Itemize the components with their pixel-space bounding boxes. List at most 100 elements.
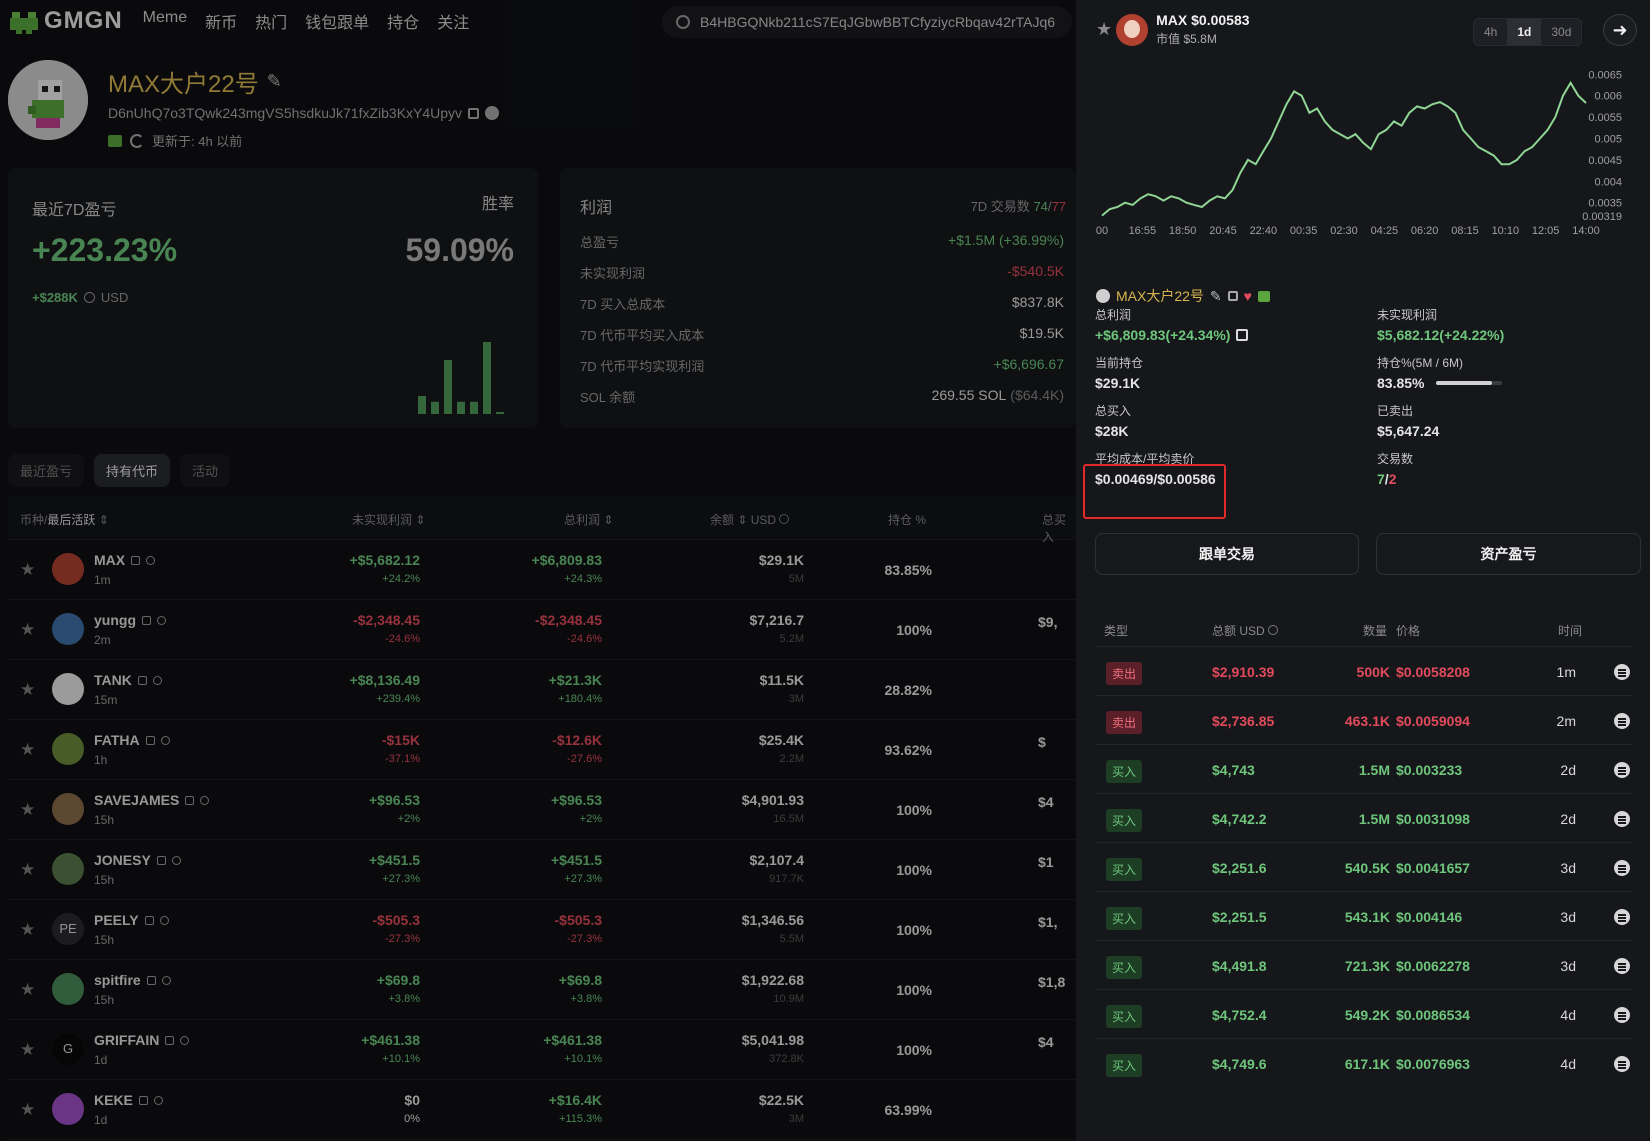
trade-row[interactable]: 买入 $4,743 1.5M $0.003233 2d <box>1096 744 1632 793</box>
menu-icon[interactable] <box>1614 1007 1630 1023</box>
trade-row[interactable]: 卖出 $2,910.39 500K $0.0058208 1m <box>1096 646 1632 695</box>
search-icon[interactable] <box>171 855 181 865</box>
refresh-icon[interactable] <box>130 133 144 148</box>
search-icon[interactable] <box>200 795 210 805</box>
heart-icon[interactable]: ♥ <box>1243 288 1252 304</box>
nav-link-meme[interactable]: Meme <box>142 9 188 26</box>
copy-icon[interactable] <box>131 555 141 565</box>
copy-icon[interactable] <box>142 615 151 625</box>
token-name[interactable]: PEELY <box>94 912 139 928</box>
trade-row[interactable]: 买入 $2,251.6 540.5K $0.0041657 3d <box>1096 842 1632 891</box>
nav-link-new[interactable]: 新币 <box>205 15 238 32</box>
edit-icon[interactable]: ✎ <box>1209 287 1222 304</box>
tf-1d[interactable]: 1d <box>1507 19 1542 45</box>
star-icon[interactable]: ★ <box>20 860 36 879</box>
edit-icon[interactable]: ✎ <box>266 71 282 91</box>
star-icon[interactable]: ★ <box>20 560 36 579</box>
token-name[interactable]: yungg <box>94 612 136 628</box>
copy-icon[interactable] <box>468 107 480 119</box>
trade-row[interactable]: 买入 $4,749.6 617.1K $0.0076963 4d <box>1096 1038 1632 1087</box>
token-name[interactable]: SAVEJAMES <box>94 792 180 808</box>
copy-icon[interactable] <box>165 1035 175 1045</box>
search-icon[interactable] <box>180 1035 190 1045</box>
col-token[interactable]: 币种/最后活跃 ⇕ <box>20 511 109 528</box>
star-icon[interactable]: ★ <box>20 800 36 819</box>
tab-recent-pnl[interactable]: 最近盈亏 <box>8 454 85 487</box>
search-icon[interactable] <box>157 615 166 625</box>
nav-link-follow[interactable]: 关注 <box>437 15 470 32</box>
search-icon[interactable] <box>161 975 171 985</box>
copy-icon[interactable] <box>156 855 166 865</box>
table-row[interactable]: ★ G GRIFFAIN 1d +$461.38 +10.1% +$461.38 +10.1%… <box>8 1020 1076 1080</box>
menu-icon[interactable] <box>1614 762 1630 778</box>
menu-icon[interactable] <box>1614 713 1630 729</box>
col-balance[interactable]: 余额 ⇕ USD <box>710 511 790 528</box>
menu-icon[interactable] <box>1614 958 1630 974</box>
token-name[interactable]: JONESY <box>94 852 151 868</box>
search-icon[interactable] <box>153 1095 163 1105</box>
star-icon[interactable]: ★ <box>20 620 36 639</box>
table-row[interactable]: ★ TANK 15m +$8,136.49 +239.4% +$21.3K +180.4% $… <box>8 660 1076 720</box>
star-icon[interactable]: ★ <box>1096 19 1113 39</box>
star-icon[interactable]: ★ <box>20 980 36 999</box>
copy-icon[interactable] <box>137 675 147 685</box>
asset-pnl-button[interactable]: 资产盈亏 <box>1376 533 1641 575</box>
copy-icon[interactable] <box>1227 291 1238 301</box>
copy-icon[interactable] <box>146 975 156 985</box>
nav-link-holdings[interactable]: 持仓 <box>387 15 420 32</box>
table-row[interactable]: ★ FATHA 1h -$15K -37.1% -$12.6K -27.6% $25.4K 2.… <box>8 720 1076 780</box>
table-row[interactable]: ★ JONESY 15h +$451.5 +27.3% +$451.5 +27.3% $2,1… <box>8 840 1076 900</box>
trade-row[interactable]: 买入 $4,491.8 721.3K $0.0062278 3d <box>1096 940 1632 989</box>
search-icon[interactable] <box>159 915 169 925</box>
star-icon[interactable]: ★ <box>20 1100 36 1119</box>
tab-holdings[interactable]: 持有代币 <box>94 454 171 487</box>
star-icon[interactable]: ★ <box>20 740 36 759</box>
token-name[interactable]: FATHA <box>94 732 140 748</box>
search-icon[interactable] <box>146 555 156 565</box>
table-row[interactable]: ★ MAX 1m +$5,682.12 +24.2% +$6,809.83 +24.3% $2… <box>8 540 1076 600</box>
col-total-profit[interactable]: 总利润 ⇕ <box>564 513 614 527</box>
trade-row[interactable]: 买入 $2,251.5 543.1K $0.004146 3d <box>1096 891 1632 940</box>
menu-icon[interactable] <box>1614 860 1630 876</box>
col-unrealized[interactable]: 未实现利润 ⇕ <box>352 513 426 527</box>
trade-row[interactable]: 卖出 $2,736.85 463.1K $0.0059094 2m <box>1096 695 1632 744</box>
menu-icon[interactable] <box>485 106 500 120</box>
nav-link-trending[interactable]: 热门 <box>255 15 288 32</box>
search-icon[interactable] <box>160 735 170 745</box>
logo[interactable]: GMGN <box>8 6 123 36</box>
table-row[interactable]: ★ spitfire 15h +$69.8 +3.8% +$69.8 +3.8% $1,922… <box>8 960 1076 1020</box>
copy-trade-button[interactable]: 跟单交易 <box>1095 533 1359 575</box>
menu-icon[interactable] <box>1614 811 1630 827</box>
col-total-buy[interactable]: 总买入 <box>1042 513 1067 544</box>
table-row[interactable]: ★ yungg 2m -$2,348.45 -24.6% -$2,348.45 -24.6%… <box>8 600 1076 660</box>
tf-4h[interactable]: 4h <box>1484 25 1498 39</box>
token-name[interactable]: spitfire <box>94 972 141 988</box>
search-input[interactable]: B4HBGQNkb211cS7EqJGbwBBTCfyziycRbqav42rT… <box>662 6 1072 38</box>
star-icon[interactable]: ★ <box>20 1040 36 1059</box>
close-panel-button[interactable]: ➜ <box>1603 14 1637 46</box>
tab-activity[interactable]: 活动 <box>180 454 231 487</box>
copy-icon[interactable] <box>144 915 154 925</box>
nav-link-copytrade[interactable]: 钱包跟单 <box>305 15 370 32</box>
copy-icon[interactable] <box>138 1095 148 1105</box>
copy-icon[interactable] <box>185 795 195 805</box>
trade-row[interactable]: 买入 $4,742.2 1.5M $0.0031098 2d <box>1096 793 1632 842</box>
menu-icon[interactable] <box>1614 664 1630 680</box>
external-link-icon[interactable] <box>1236 329 1249 341</box>
col-holding[interactable]: 持仓 % <box>888 513 927 527</box>
table-row[interactable]: ★ PE PEELY 15h -$505.3 -27.3% -$505.3 -27.3% $1,… <box>8 900 1076 960</box>
token-name[interactable]: TANK <box>94 672 132 688</box>
table-row[interactable]: ★ SAVEJAMES 15h +$96.53 +2% +$96.53 +2% $4,901.… <box>8 780 1076 840</box>
token-name[interactable]: MAX <box>94 552 126 568</box>
trade-row[interactable]: 买入 $4,752.4 549.2K $0.0086534 4d <box>1096 989 1632 1038</box>
menu-icon[interactable] <box>1614 1056 1630 1072</box>
menu-icon[interactable] <box>1614 909 1630 925</box>
star-icon[interactable]: ★ <box>20 920 36 939</box>
token-name[interactable]: KEKE <box>94 1092 133 1108</box>
copy-icon[interactable] <box>145 735 155 745</box>
table-row[interactable]: ★ KEKE 1d $0 0% +$16.4K +115.3% $22.5K 3M 63.99% <box>8 1080 1076 1140</box>
token-name[interactable]: GRIFFAIN <box>94 1032 160 1048</box>
star-icon[interactable]: ★ <box>20 680 36 699</box>
tf-30d[interactable]: 30d <box>1551 25 1572 39</box>
search-icon[interactable] <box>152 675 162 685</box>
